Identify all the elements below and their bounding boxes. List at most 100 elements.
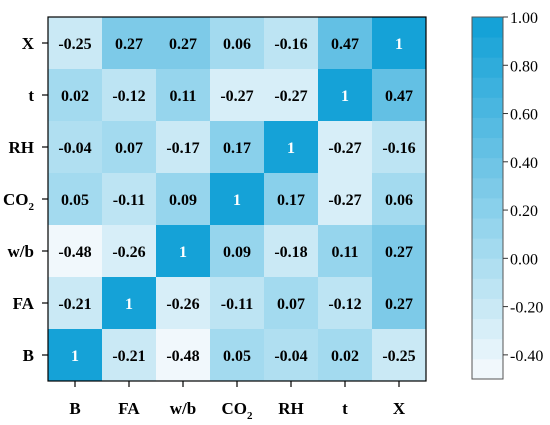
cell-value-label: -0.17 (166, 140, 199, 157)
cell-value-label: 0.47 (385, 88, 413, 105)
heatmap-cell (264, 173, 319, 226)
colorbar-tick-label: 0.00 (510, 251, 538, 268)
cell-value-label: -0.27 (274, 88, 307, 105)
colorbar-tick-label: -0.20 (510, 300, 543, 317)
heatmap-cell (102, 121, 157, 174)
colorbar-segment (472, 97, 503, 118)
heatmap-cell (48, 277, 103, 330)
y-tick-label: t (28, 86, 34, 105)
heatmap-cell (48, 121, 103, 174)
cell-value-label: 0.11 (169, 88, 196, 105)
cell-value-label: 0.02 (61, 88, 89, 105)
y-tick-label: X (22, 34, 35, 53)
heatmap-cell (264, 225, 319, 278)
cell-value-label: -0.16 (274, 36, 307, 53)
colorbar-tick-label: 0.80 (510, 58, 538, 75)
cell-value-label: -0.26 (112, 244, 145, 261)
heatmap-cell (318, 121, 373, 174)
heatmap-cell (156, 173, 211, 226)
heatmap-cell (318, 225, 373, 278)
cell-value-label: 0.09 (169, 192, 197, 209)
heatmap-cell (156, 277, 211, 330)
y-tick-label: RH (9, 138, 35, 157)
cell-value-label: -0.04 (274, 348, 307, 365)
cell-value-label: 0.09 (223, 244, 251, 261)
cell-value-label: -0.26 (166, 296, 199, 313)
heatmap-cell (102, 277, 157, 330)
cell-value-label: 0.11 (331, 244, 358, 261)
colorbar-tick-label: -0.40 (510, 348, 543, 365)
cell-value-label: 0.27 (115, 36, 143, 53)
cell-value-label: 0.47 (331, 36, 359, 53)
cell-value-label: -0.27 (220, 88, 253, 105)
cell-value-label: -0.27 (328, 140, 361, 157)
cell-value-label: -0.11 (113, 192, 145, 209)
heatmap-cell (372, 277, 427, 330)
x-tick-label: t (342, 399, 348, 418)
cell-value-label: -0.27 (328, 192, 361, 209)
y-tick-label: FA (13, 294, 35, 313)
colorbar: 1.00 0.80 0.60 0.40 0.20 0.00 -0.20 -0.40 (471, 10, 543, 380)
heatmap-cell (48, 329, 103, 382)
cell-value-label: 1 (395, 36, 403, 53)
heatmap-cell (210, 329, 265, 382)
heatmap-cell (156, 121, 211, 174)
heatmap-cell (48, 225, 103, 278)
colorbar-tick-label: 0.40 (510, 155, 538, 172)
cell-value-label: 1 (71, 348, 79, 365)
cell-value-label: 0.06 (385, 192, 413, 209)
y-tick-label: B (23, 346, 34, 365)
x-tick-label: B (69, 399, 80, 418)
colorbar-segment (472, 238, 503, 259)
colorbar-segment (472, 117, 503, 139)
heatmap-cells (48, 17, 427, 382)
heatmap-cell (102, 225, 157, 278)
heatmap-value-labels: -0.25 0.27 0.27 0.06 -0.16 0.47 1 0.02 -0.12 0.11… (58, 36, 415, 365)
cell-value-label: -0.25 (382, 348, 415, 365)
cell-value-label: 0.17 (277, 192, 305, 209)
heatmap-cell (372, 173, 427, 226)
colorbar-segment (472, 298, 503, 320)
cell-value-label: -0.48 (58, 244, 91, 261)
cell-value-label: 0.05 (61, 192, 89, 209)
axis-ticks: Xt RH CO2 w/b FA B B FA w/b CO2 RH t X (3, 34, 406, 422)
colorbar-segment (472, 17, 503, 38)
colorbar-segment (472, 177, 503, 199)
heatmap-cell (210, 17, 265, 70)
heatmap-cell (210, 121, 265, 174)
cell-value-label: 0.07 (115, 140, 143, 157)
cell-value-label: 1 (287, 140, 295, 157)
y-tick-label: w/b (8, 242, 34, 261)
heatmap-cell (318, 173, 373, 226)
colorbar-segment (472, 278, 503, 299)
cell-value-label: 0.05 (223, 348, 251, 365)
cell-value-label: 0.06 (223, 36, 251, 53)
heatmap-cell (264, 17, 319, 70)
heatmap-cell (264, 69, 319, 122)
heatmap-cell (48, 17, 103, 70)
heatmap-cell (156, 329, 211, 382)
colorbar-segment (472, 37, 503, 58)
heatmap-cell (318, 69, 373, 122)
heatmap-cell (372, 121, 427, 174)
heatmap-cell (156, 225, 211, 278)
cell-value-label: 0.07 (277, 296, 305, 313)
heatmap-cell (318, 329, 373, 382)
cell-value-label: 0.02 (331, 348, 359, 365)
heatmap-cell (264, 277, 319, 330)
colorbar-segment (472, 258, 503, 279)
cell-value-label: 0.27 (385, 296, 413, 313)
colorbar-tick-label: 0.60 (510, 107, 538, 124)
heatmap-cell (210, 277, 265, 330)
heatmap-cell (48, 69, 103, 122)
cell-value-label: -0.11 (221, 296, 253, 313)
heatmap-cell (210, 173, 265, 226)
heatmap-cell (156, 69, 211, 122)
colorbar-segment (472, 318, 503, 340)
cell-value-label: 0.27 (169, 36, 197, 53)
colorbar-segment (472, 358, 503, 380)
cell-value-label: 1 (179, 244, 187, 261)
cell-value-label: -0.12 (112, 88, 145, 105)
cell-value-label: -0.12 (328, 296, 361, 313)
